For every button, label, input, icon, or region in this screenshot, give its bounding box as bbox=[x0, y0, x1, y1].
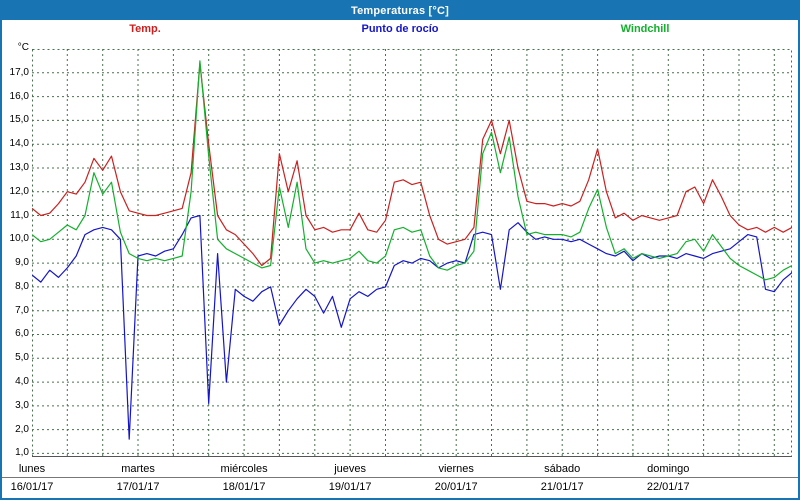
chart-area: °C 17,0 16,0 15,0 14,0 13,0 12,0 11,0 10,0 9,0 8,… bbox=[2, 38, 798, 498]
x-axis-separator-line bbox=[2, 477, 798, 478]
x-day-name-label: miércoles bbox=[220, 463, 268, 475]
y-tick-label: 11,0 bbox=[10, 209, 29, 221]
x-day-name-label: viernes bbox=[438, 463, 474, 475]
x-day-date-label: 20/01/17 bbox=[434, 481, 478, 493]
legend-temp: Temp. bbox=[129, 23, 161, 35]
chart-legend: Temp. Punto de rocío Windchill bbox=[2, 20, 798, 38]
y-tick-label: 15,0 bbox=[9, 114, 29, 126]
y-tick-label: 1,0 bbox=[15, 447, 29, 459]
x-day-name-label: jueves bbox=[334, 463, 367, 475]
y-tick-label: 7,0 bbox=[15, 304, 29, 316]
y-tick-label: 13,0 bbox=[9, 161, 29, 173]
y-axis-unit-label: °C bbox=[17, 42, 29, 53]
legend-windchill: Windchill bbox=[620, 23, 670, 35]
x-day-name-label: domingo bbox=[647, 463, 690, 475]
y-tick-label: 6,0 bbox=[15, 328, 29, 340]
x-day-date-label: 21/01/17 bbox=[540, 481, 584, 493]
x-day-date-label: 19/01/17 bbox=[328, 481, 372, 493]
x-day-name-label: lunes bbox=[18, 463, 46, 475]
y-tick-label: 10,0 bbox=[9, 233, 29, 245]
y-tick-label: 2,0 bbox=[15, 423, 29, 435]
x-day-name-label: sábado bbox=[544, 463, 581, 475]
x-day-name-label: martes bbox=[121, 463, 155, 475]
x-day-date-label: 17/01/17 bbox=[116, 481, 160, 493]
y-tick-label: 14,0 bbox=[9, 138, 29, 150]
x-day-date-label: 16/01/17 bbox=[10, 481, 54, 493]
page-title: Temperaturas [°C] bbox=[350, 5, 450, 17]
legend-dewpoint: Punto de rocío bbox=[361, 23, 439, 35]
plot-region bbox=[32, 49, 792, 457]
y-tick-label: 8,0 bbox=[15, 280, 29, 292]
y-tick-label: 17,0 bbox=[9, 66, 29, 78]
x-day-date-label: 18/01/17 bbox=[222, 481, 266, 493]
x-day-date-label: 22/01/17 bbox=[646, 481, 690, 493]
plot-svg bbox=[32, 49, 792, 457]
y-tick-label: 5,0 bbox=[15, 352, 29, 364]
title-bar: Temperaturas [°C] bbox=[2, 2, 798, 20]
y-tick-label: 16,0 bbox=[9, 90, 29, 102]
y-tick-label: 4,0 bbox=[15, 376, 29, 388]
y-tick-label: 9,0 bbox=[15, 257, 29, 269]
y-tick-label: 3,0 bbox=[15, 399, 29, 411]
y-tick-label: 12,0 bbox=[9, 185, 29, 197]
